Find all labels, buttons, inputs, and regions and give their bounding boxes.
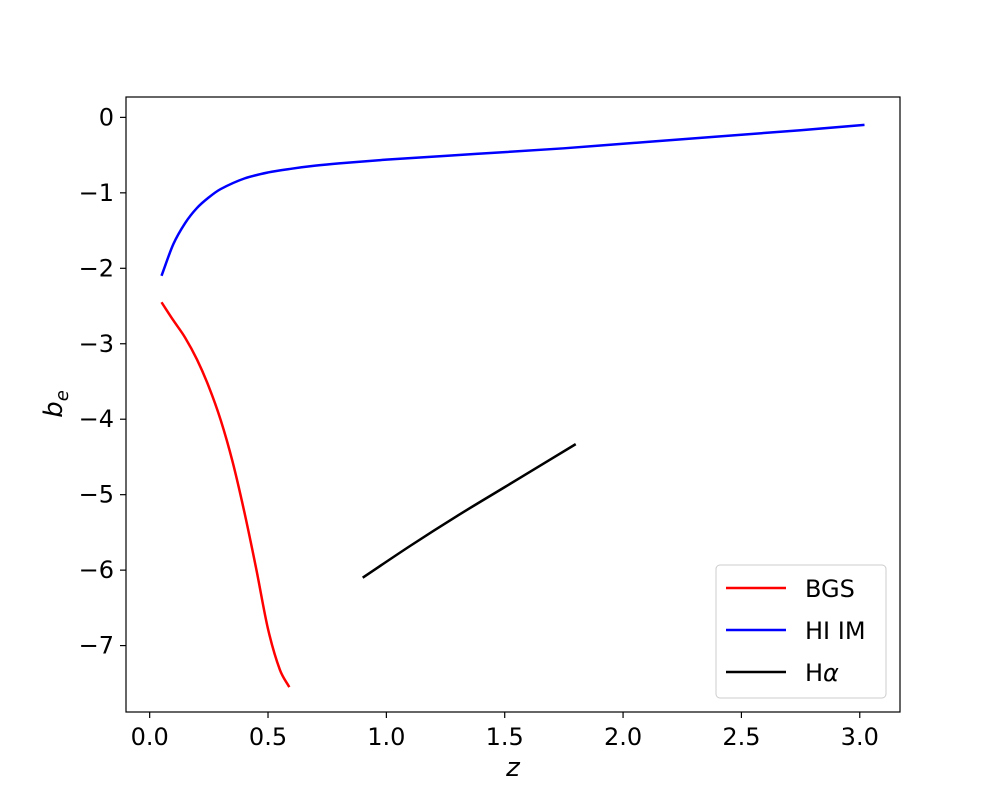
y-axis-label-subscript: e bbox=[52, 390, 73, 401]
y-tick-label: −2 bbox=[79, 254, 114, 282]
x-axis-label: z bbox=[505, 753, 521, 783]
x-tick-label: 1.0 bbox=[367, 723, 405, 751]
y-axis-ticks: 0 −1 −2 −3 −4 −5 −6 −7 bbox=[79, 103, 126, 660]
legend: BGS HI IM Hα bbox=[715, 564, 887, 699]
y-tick-label: 0 bbox=[99, 103, 114, 131]
x-tick-label: 3.0 bbox=[841, 723, 879, 751]
series-line-hi-im bbox=[160, 123, 865, 277]
plot-frame bbox=[125, 96, 901, 713]
legend-label-halpha-main: H bbox=[805, 659, 823, 687]
series-line-halpha bbox=[362, 443, 577, 579]
x-tick-label: 1.5 bbox=[486, 723, 524, 751]
legend-label-bgs: BGS bbox=[805, 575, 855, 603]
y-tick-label: −3 bbox=[79, 330, 114, 358]
legend-label-halpha-greek: α bbox=[823, 659, 839, 687]
legend-label-halpha: Hα bbox=[805, 659, 839, 687]
y-tick-label: −6 bbox=[79, 556, 114, 584]
y-axis-label-main: b bbox=[39, 401, 69, 418]
y-tick-label: −1 bbox=[79, 179, 114, 207]
y-tick-label: −4 bbox=[79, 405, 114, 433]
legend-box bbox=[715, 564, 887, 699]
y-tick-label: −5 bbox=[79, 481, 114, 509]
x-tick-label: 2.5 bbox=[722, 723, 760, 751]
x-tick-label: 0.5 bbox=[249, 723, 287, 751]
x-tick-label: 0.0 bbox=[131, 723, 169, 751]
y-axis-label: be bbox=[39, 390, 73, 418]
legend-label-hi-im: HI IM bbox=[805, 617, 866, 645]
series-layer bbox=[160, 123, 865, 688]
series-line-bgs bbox=[160, 301, 291, 688]
x-axis-ticks: 0.0 0.5 1.0 1.5 2.0 2.5 3.0 bbox=[131, 712, 879, 751]
y-tick-label: −7 bbox=[79, 632, 114, 660]
x-tick-label: 2.0 bbox=[604, 723, 642, 751]
